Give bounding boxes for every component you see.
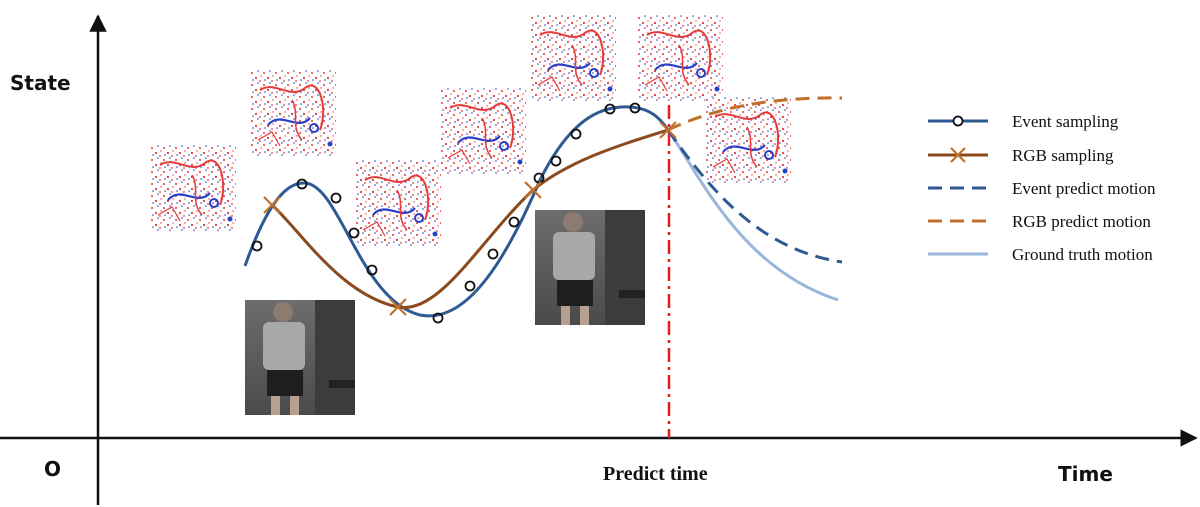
event-sample-point (251, 240, 263, 252)
legend-label: Event sampling (1012, 112, 1119, 131)
legend-item-event-sampling: Event sampling (928, 112, 1119, 131)
x-axis-label: Time (1058, 462, 1113, 486)
axes (0, 14, 1198, 505)
event-sample-point (604, 103, 616, 115)
event-frame-image (438, 86, 528, 176)
rgb-sample-point (659, 121, 677, 139)
rgb-predict-curve (667, 96, 843, 132)
curves (243, 96, 843, 318)
rgb-sample-point (524, 181, 542, 199)
legend-label: RGB predict motion (1012, 212, 1151, 231)
legend-item-rgb-predict: RGB predict motion (928, 212, 1151, 231)
event-sampling-curve (243, 105, 670, 318)
legend-item-event-predict: Event predict motion (928, 179, 1156, 198)
rgb-sample-points (263, 121, 677, 316)
event-frame-image (353, 158, 443, 248)
event-sample-point (366, 264, 378, 276)
event-sample-point (296, 178, 308, 190)
legend-item-rgb-sampling: RGB sampling (928, 146, 1114, 165)
legend-label: Ground truth motion (1012, 245, 1153, 264)
event-frame-image (528, 13, 618, 103)
event-sample-point (432, 312, 444, 324)
event-sample-point (508, 216, 520, 228)
event-sample-point (629, 102, 641, 114)
event-frame-image (635, 13, 725, 103)
event-sample-points (251, 102, 641, 324)
rgb-sample-point (389, 298, 407, 316)
event-sample-point (464, 280, 476, 292)
event-sample-point (487, 248, 499, 260)
event-sample-point (550, 155, 562, 167)
event-frame-image (703, 95, 793, 185)
legend-label: Event predict motion (1012, 179, 1156, 198)
origin-label: O (44, 457, 61, 481)
predict-time-label: Predict time (603, 463, 708, 485)
rgb-frame-image (535, 210, 645, 325)
event-frame-image (148, 143, 238, 233)
legend-item-ground-truth: Ground truth motion (928, 245, 1153, 264)
event-predict-curve (666, 129, 843, 264)
event-sample-point (330, 192, 342, 204)
rgb-sample-point (263, 196, 281, 214)
rgb-frame-image (245, 300, 355, 415)
rgb-sampling-curve (271, 128, 669, 310)
event-sample-point (348, 227, 360, 239)
event-frame-image (248, 68, 338, 158)
legend: Event sampling RGB sampling Event predic… (928, 112, 1156, 264)
event-frames (148, 13, 793, 248)
legend-label: RGB sampling (1012, 146, 1114, 165)
y-axis-label: State (10, 71, 71, 95)
event-sample-point (570, 128, 582, 140)
